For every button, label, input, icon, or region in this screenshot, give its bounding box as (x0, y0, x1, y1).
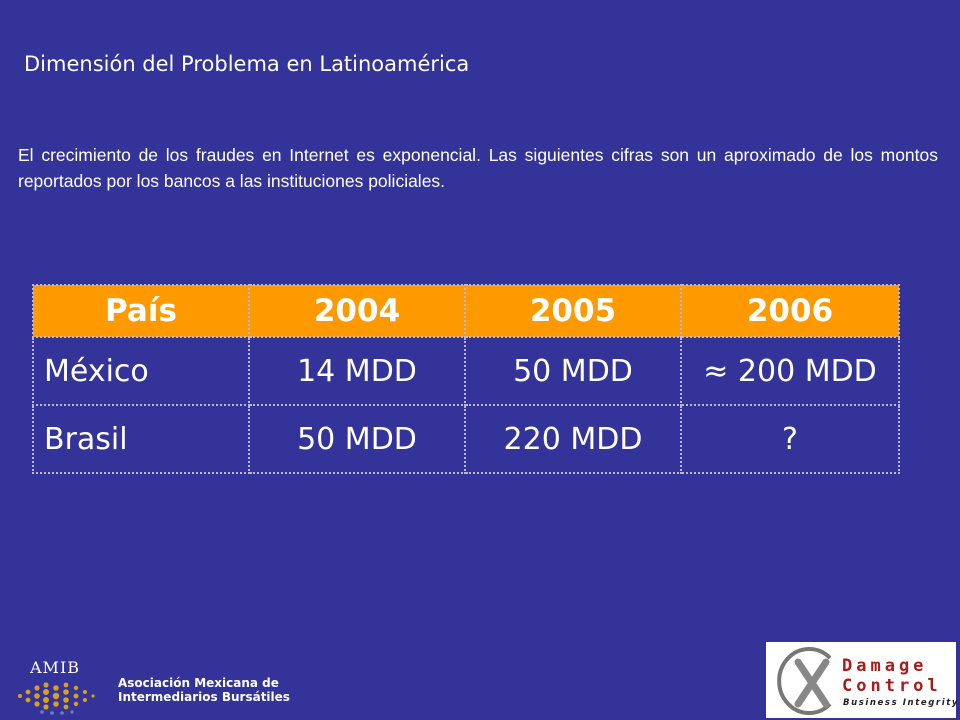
amib-name-line1: Asociación Mexicana de (118, 676, 279, 690)
table-row: México 14 MDD 50 MDD ≈ 200 MDD (32, 336, 900, 406)
fraud-table: País 2004 2005 2006 México 14 MDD 50 MDD… (32, 284, 900, 474)
dc-x-mark-icon (777, 647, 832, 715)
header-country: País (32, 284, 250, 338)
intro-paragraph: El crecimiento de los fraudes en Interne… (18, 145, 938, 191)
amib-dots-icon (18, 682, 95, 715)
header-2006: 2006 (680, 284, 900, 338)
cell-value: 14 MDD (248, 336, 466, 406)
damage-control-logo (766, 642, 956, 718)
cell-value: 50 MDD (248, 404, 466, 474)
header-2005: 2005 (464, 284, 682, 338)
cell-country: México (32, 336, 250, 406)
table-row: Brasil 50 MDD 220 MDD ? (32, 404, 900, 474)
cell-country: Brasil (32, 404, 250, 474)
dc-line1: Damage (842, 656, 928, 676)
dc-tagline: Business Integrity (843, 698, 960, 708)
amib-name-line2: Intermediarios Bursátiles (118, 690, 290, 704)
cell-value: ≈ 200 MDD (680, 336, 900, 406)
cell-value: 220 MDD (464, 404, 682, 474)
dc-line2: Control (842, 676, 942, 696)
slide-title: Dimensión del Problema en Latinoamérica (24, 52, 470, 76)
amib-name: Asociación Mexicana de Intermediarios Bu… (118, 676, 290, 704)
header-2004: 2004 (248, 284, 466, 338)
amib-acronym: AMIB (30, 658, 81, 677)
cell-value: ? (680, 404, 900, 474)
table-header-row: País 2004 2005 2006 (32, 284, 900, 338)
cell-value: 50 MDD (464, 336, 682, 406)
